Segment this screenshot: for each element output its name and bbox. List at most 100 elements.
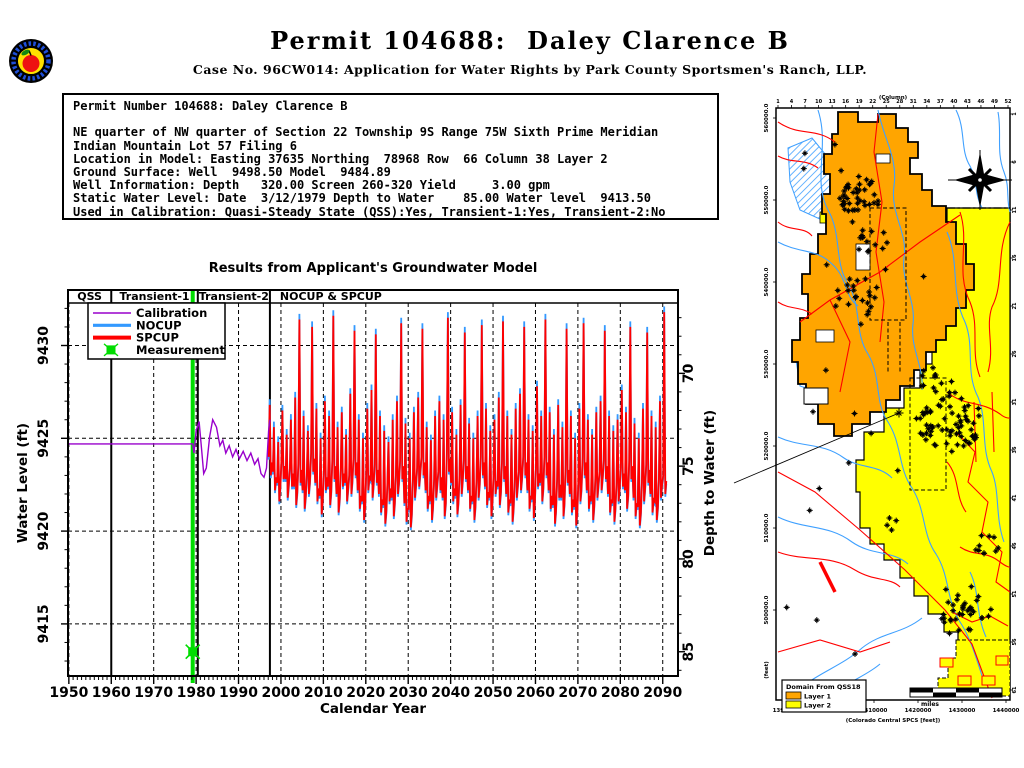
x-tick-label: 2070 [558,685,597,701]
section-label: QSS [77,290,102,303]
compass-diagonals [967,167,993,193]
plot-frame [67,289,679,677]
well-marker [986,533,993,540]
y-right-axis-title: Depth to Water (ft) [702,410,718,556]
y-left-tick-label: 9425 [36,419,52,458]
well-marker [851,410,858,417]
measurement-marker [188,647,198,657]
map-right-tick-label: 46 [1012,542,1018,549]
section-label: NOCUP & SPCUP [280,290,382,303]
well-marker [961,600,968,607]
well-marker [868,303,874,310]
x-tick-label: 1960 [92,685,131,701]
map-top-tick-label: 40 [950,99,957,105]
well-marker [948,378,955,385]
well-marker [941,619,948,626]
well-marker [859,234,865,241]
well-marker [932,442,939,449]
well-marker [920,367,927,374]
apple-leaf [21,49,30,56]
y-left-axis-title: Water Level (ft) [15,423,31,543]
map-left-tick-label: 550000.0 [764,185,770,214]
well-marker [970,608,977,615]
well-marker [884,522,891,529]
well-marker [850,287,857,294]
well-marker [862,275,869,282]
well-marker [868,178,875,185]
well-marker [923,430,930,437]
x-tick-label: 2020 [346,685,385,701]
well-marker [927,432,934,439]
y-right-tick-label: 75 [681,456,697,475]
well-marker [938,396,945,403]
well-marker [970,420,977,427]
x-tick-label: 2080 [601,685,640,701]
well-marker [948,448,955,455]
well-info-box: Permit Number 104688: Daley Clarence B N… [62,93,719,220]
road-path [959,546,1011,568]
well-marker [925,425,932,432]
x-tick-label: 1950 [49,685,88,701]
page-title: Permit 104688: Daley Clarence B [270,26,790,55]
x-tick-label: 1990 [219,685,258,701]
well-marker [943,440,950,447]
road-path [777,471,993,699]
scale-bar-segment [910,688,933,693]
well-marker [975,593,982,600]
well-marker [955,424,962,431]
well-marker [943,426,950,433]
map-right-tick-label: 26 [1012,350,1018,357]
stream-path [777,241,859,307]
well-marker [863,176,870,183]
well-marker [867,180,874,187]
y-left-tick-label: 9420 [36,511,52,550]
map-top-tick-label: 16 [842,99,849,105]
well-marker [972,432,979,439]
map-right-tick-label: 36 [1012,446,1018,453]
well-marker [849,218,856,225]
well-marker [956,610,963,617]
well-marker [935,402,942,409]
x-tick-label: 2050 [474,685,513,701]
well-marker [862,202,868,209]
well-marker [929,424,936,430]
map-top-tick-label: 4 [790,99,794,105]
well-marker [975,405,982,412]
well-marker [838,167,845,174]
well-marker [922,409,929,416]
well-marker [923,404,930,411]
well-marker [816,485,823,492]
well-marker [893,517,900,524]
well-marker [846,276,853,283]
highway-segment [818,561,837,593]
x-tick-label: 2030 [389,685,428,701]
well-marker [946,393,953,400]
well-marker [810,408,816,415]
well-marker [837,195,843,202]
map-right-tick-label: 56 [1012,638,1018,645]
township-dashed-boundary [869,207,907,321]
well-marker [859,297,866,304]
map-domain-hole [875,153,891,164]
road-path [777,639,891,653]
y-right-tick-label: 85 [681,642,697,661]
map-left-tick-label: 560000.0 [764,103,770,132]
well-marker [947,403,953,410]
map-bottom-tick-label: 1430000 [949,708,976,714]
road-path [777,155,819,169]
well-marker [920,273,927,280]
well-marker [976,542,983,549]
well-marker [894,467,901,474]
well-marker [961,407,968,414]
well-marker [917,415,924,422]
well-marker [966,440,973,447]
map-right-tick-label: 41 [1012,494,1018,501]
well-marker [947,616,954,623]
well-marker [985,613,992,620]
well-marker [922,436,929,443]
map-top-tick-label: 7 [803,99,807,105]
well-marker [868,430,875,437]
map-top-tick-label: 25 [883,99,890,105]
map-bottom-tick-label: 1440000 [993,708,1020,714]
map-right-tick-label: 61 [1012,686,1018,693]
